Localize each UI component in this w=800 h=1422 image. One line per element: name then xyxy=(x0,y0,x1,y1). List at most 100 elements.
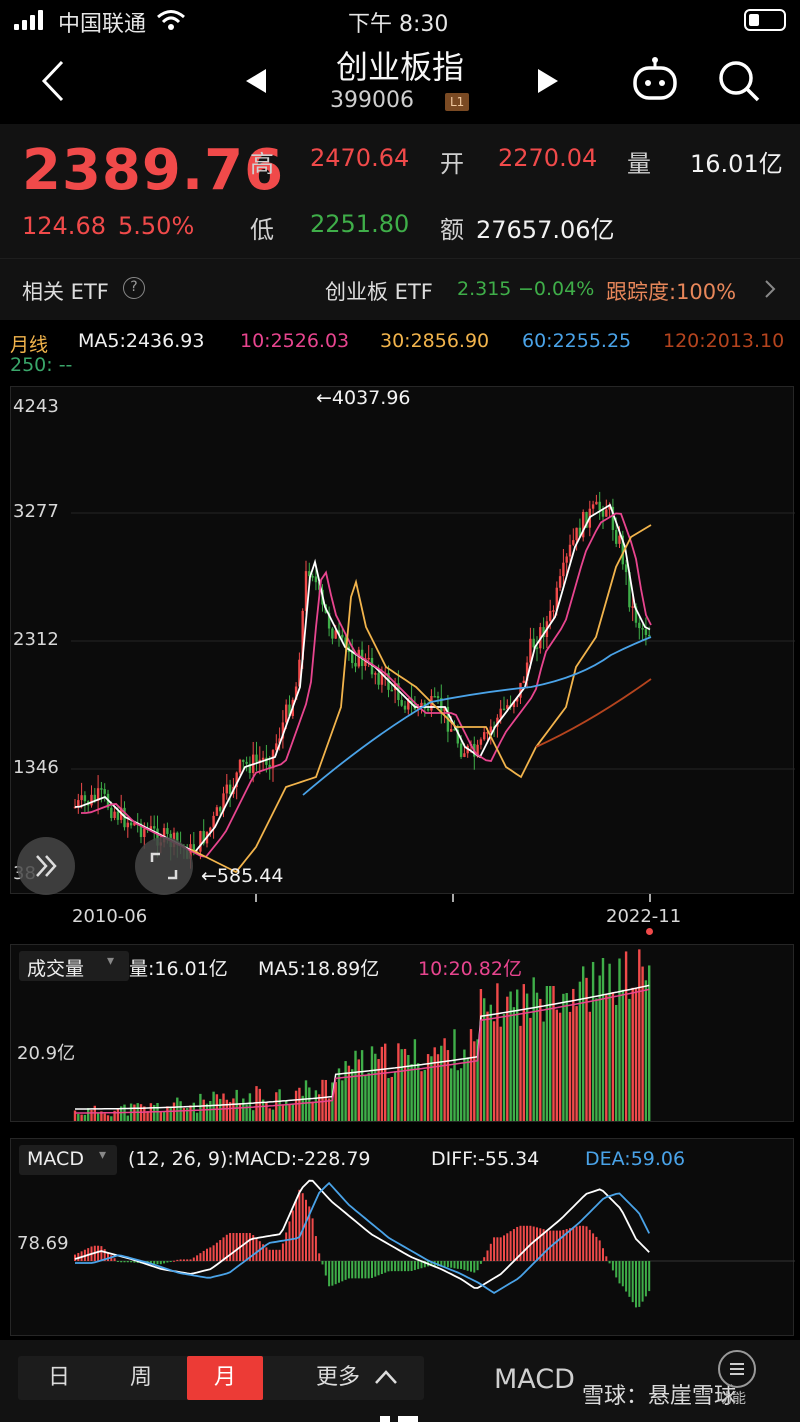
status-bar: 中国联通 下午 8:30 xyxy=(0,0,800,40)
macd-bar xyxy=(235,1233,238,1261)
volume-bar xyxy=(476,1039,479,1121)
candle-body xyxy=(608,506,611,510)
more-periods-button[interactable]: 更多 xyxy=(315,1365,360,1390)
period-day-tab[interactable]: 日 xyxy=(47,1365,70,1390)
candle-body xyxy=(327,612,331,629)
macd-dea: DEA:59.06 xyxy=(585,1148,686,1170)
macd-bar xyxy=(225,1234,228,1261)
macd-bar xyxy=(638,1261,641,1307)
macd-bar xyxy=(476,1261,479,1271)
prev-stock-icon[interactable] xyxy=(244,68,268,94)
volume-bar xyxy=(459,1068,463,1121)
volume-bar xyxy=(255,1086,258,1121)
candle-body xyxy=(351,652,354,663)
expand-sidebar-button[interactable] xyxy=(17,837,75,895)
y-tick-label: 1346 xyxy=(13,757,59,778)
volume-bar xyxy=(410,1064,413,1121)
volume-bar xyxy=(215,1094,219,1121)
macd-bar xyxy=(522,1225,525,1261)
candle-body xyxy=(479,739,483,745)
volume-bar xyxy=(258,1088,261,1121)
volume-bar xyxy=(120,1106,123,1121)
macd-bar xyxy=(156,1261,159,1265)
volume-bar xyxy=(443,1038,446,1121)
volume-bar xyxy=(519,1025,522,1121)
volume-bar xyxy=(271,1109,275,1121)
macd-bar xyxy=(466,1261,469,1271)
candle-body xyxy=(129,822,133,826)
price-chart[interactable]: 4243 3277 2312 1346 38 ←4037.96 ←585.44 xyxy=(10,386,795,895)
robot-icon[interactable] xyxy=(630,56,680,104)
amount-value: 27657.06亿 xyxy=(476,216,615,244)
indicator-selector[interactable]: MACD xyxy=(494,1364,575,1395)
price-change-pct: 5.50% xyxy=(118,212,195,240)
macd-bar xyxy=(305,1199,307,1261)
macd-bar xyxy=(219,1240,222,1261)
macd-bar xyxy=(387,1261,390,1272)
macd-indicator-select[interactable]: MACD ▾ xyxy=(19,1145,117,1175)
candle-body xyxy=(370,657,374,675)
volume-bar xyxy=(87,1108,90,1121)
volume-panel[interactable]: 成交量 ▾ 量:16.01亿 MA5:18.89亿 10:20.82亿 20.9… xyxy=(10,944,794,1122)
macd-bar xyxy=(499,1237,502,1261)
volume-bar xyxy=(275,1092,278,1121)
menu-icon[interactable] xyxy=(718,1350,756,1388)
candle-body xyxy=(268,764,271,769)
macd-bar xyxy=(113,1258,116,1261)
candle-body xyxy=(228,784,232,795)
macd-bar xyxy=(625,1261,628,1292)
candle-body xyxy=(595,501,598,505)
candle-body xyxy=(288,704,291,716)
help-icon[interactable]: ? xyxy=(123,277,145,299)
volume-bar xyxy=(555,1009,558,1121)
volume-bar xyxy=(100,1111,103,1121)
volume-bar xyxy=(638,949,641,1121)
macd-panel[interactable]: MACD ▾ (12, 26, 9):MACD:-228.79 DIFF:-55… xyxy=(10,1138,795,1336)
volume-bar xyxy=(618,958,621,1121)
candle-body xyxy=(294,686,298,700)
candle-body xyxy=(591,504,595,509)
volume-bar xyxy=(357,1059,360,1121)
search-icon[interactable] xyxy=(716,58,762,104)
candle-body xyxy=(103,789,106,794)
period-month-tab[interactable]: 月 xyxy=(187,1356,263,1400)
volume-bar xyxy=(456,1070,459,1121)
volume-bar xyxy=(479,989,483,1121)
candle-body xyxy=(222,793,225,812)
volume-bar xyxy=(73,1110,77,1121)
macd-bar xyxy=(344,1261,347,1280)
period-selector: 日 周 月 更多 xyxy=(18,1356,424,1400)
candle-body xyxy=(298,659,301,687)
period-week-tab[interactable]: 周 xyxy=(129,1365,152,1390)
fullscreen-button[interactable] xyxy=(135,837,193,895)
candle-body xyxy=(486,732,489,734)
candle-body xyxy=(377,673,380,685)
next-stock-icon[interactable] xyxy=(536,68,560,94)
candle-body xyxy=(93,794,96,801)
macd-bar xyxy=(420,1261,423,1269)
macd-bar xyxy=(173,1260,175,1262)
ma-legend: 月线 MA5:2436.93 10:2526.03 30:2856.90 60:… xyxy=(0,322,800,378)
volume-bar xyxy=(159,1112,162,1121)
volume-bar xyxy=(143,1106,146,1121)
volume-bar xyxy=(337,1068,341,1121)
candle-body xyxy=(605,509,608,517)
back-icon[interactable] xyxy=(40,60,66,102)
macd-bar xyxy=(189,1259,192,1261)
macd-bar xyxy=(615,1261,618,1278)
candle-body xyxy=(433,696,436,698)
volume-bar xyxy=(426,1054,430,1121)
max-price-annotation: ←4037.96 xyxy=(316,387,411,409)
volume-indicator-select[interactable]: 成交量 ▾ xyxy=(19,951,129,981)
candle-body xyxy=(209,827,212,832)
macd-bar xyxy=(470,1261,472,1272)
macd-diff: DIFF:-55.34 xyxy=(431,1148,540,1170)
macd-bar xyxy=(341,1261,344,1282)
volume-bar xyxy=(285,1100,288,1121)
candle-body xyxy=(562,562,565,577)
volume-bar xyxy=(585,977,588,1121)
related-etf-row[interactable]: 相关 ETF ? 创业板 ETF 2.315 −0.04% 跟踪度:100% xyxy=(0,258,800,320)
macd-bar xyxy=(371,1261,373,1278)
volume-bar xyxy=(195,1112,199,1121)
candle-body xyxy=(265,757,268,765)
